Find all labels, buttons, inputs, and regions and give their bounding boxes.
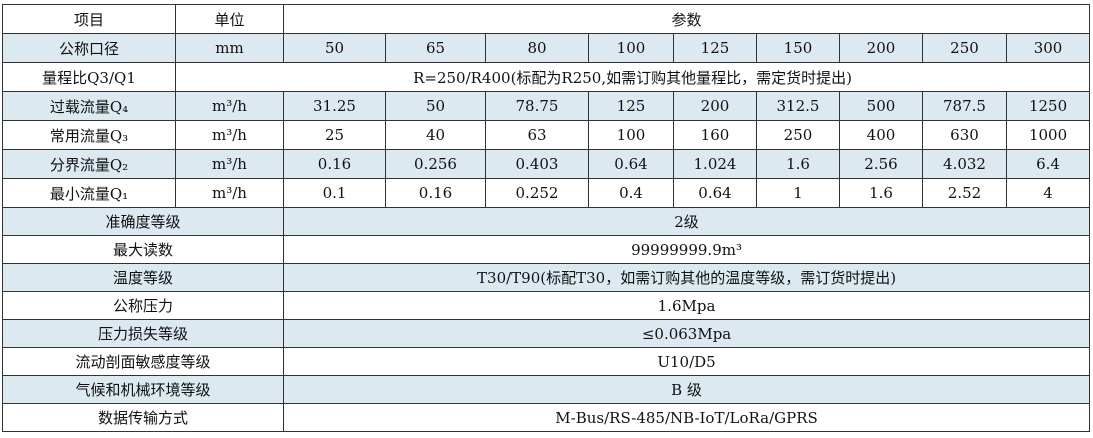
table-row: 气候和机械环境等级 B 级 [2,375,1091,404]
cell: 312.5 [756,91,840,121]
cell: m³/h [175,178,284,208]
row-label: 温度等级 [2,263,284,292]
cell: U10/D5 [282,347,1091,376]
cell: 50 [283,33,386,63]
table-row: 数据传输方式 M-Bus/RS-485/NB-IoT/LoRa/GPRS [2,403,1091,432]
row-label: 常用流量Q₃ [2,120,176,150]
cell: 400 [839,120,923,150]
cell: 65 [385,33,486,63]
cell: 1 [756,178,840,208]
cell: 40 [385,120,486,150]
cell: 100 [588,33,674,63]
header-cell: 项目 [2,4,176,34]
cell: ≤0.063Mpa [282,319,1091,348]
row-label: 压力损失等级 [2,319,284,348]
cell: 2.52 [922,178,1007,208]
cell: 0.64 [588,149,674,179]
table-row: 准确度等级 2级 [2,207,1091,236]
cell: m³/h [175,91,284,121]
table-row: 压力损失等级 ≤0.063Mpa [2,319,1091,348]
cell: 160 [673,120,757,150]
cell: 1.6 [839,178,923,208]
cell: 31.25 [283,91,386,121]
spec-table: 项目 单位 参数 公称口径 mm 50 65 80 100 125 150 200 250 300 量程比Q… [2,4,1091,432]
table-row: 常用流量Q₃ m³/h 25 40 63 100 160 250 400 630 1000 [2,120,1091,150]
table-row: 公称口径 mm 50 65 80 100 125 150 200 250 300 [2,33,1091,63]
table-row: 流动剖面敏感度等级 U10/D5 [2,347,1091,376]
cell: 25 [283,120,386,150]
cell: m³/h [175,120,284,150]
cell: 0.16 [283,149,386,179]
cell: 500 [839,91,923,121]
cell: 250 [922,33,1007,63]
cell: 0.4 [588,178,674,208]
cell: 100 [588,120,674,150]
row-label: 量程比Q3/Q1 [2,62,176,92]
cell: 630 [922,120,1007,150]
row-label: 最大读数 [2,235,284,264]
cell: 300 [1005,33,1091,63]
cell: 4 [1005,178,1091,208]
table-row: 量程比Q3/Q1 R=250/R400(标配为R250,如需订购其他量程比，需定货… [2,62,1091,92]
cell: 1000 [1005,120,1091,150]
row-label: 数据传输方式 [2,403,284,432]
cell: T30/T90(标配T30，如需订购其他的温度等级，需订货时提出) [282,263,1091,292]
header-cell: 参数 [282,4,1091,34]
cell: 200 [839,33,923,63]
cell: mm [175,33,284,63]
cell: 250 [756,120,840,150]
row-label: 过载流量Q₄ [2,91,176,121]
row-label: 分界流量Q₂ [2,149,176,179]
table-row: 公称压力 1.6Mpa [2,291,1091,320]
cell: 0.16 [385,178,486,208]
cell: 80 [485,33,589,63]
header-cell: 单位 [175,4,284,34]
row-label: 公称口径 [2,33,176,63]
row-label: 最小流量Q₁ [2,178,176,208]
table-row: 温度等级 T30/T90(标配T30，如需订购其他的温度等级，需订货时提出) [2,263,1091,292]
cell: 63 [485,120,589,150]
cell: 200 [673,91,757,121]
cell: 50 [385,91,486,121]
row-label: 气候和机械环境等级 [2,375,284,404]
cell: 125 [673,33,757,63]
cell: 0.403 [485,149,589,179]
cell: 0.252 [485,178,589,208]
cell: 0.1 [283,178,386,208]
cell: R=250/R400(标配为R250,如需订购其他量程比，需定货时提出) [174,62,1091,92]
cell: 1250 [1005,91,1091,121]
cell: 1.6Mpa [282,291,1091,320]
cell: 1.024 [673,149,757,179]
cell: 0.64 [673,178,757,208]
cell: 99999999.9m³ [282,235,1091,264]
cell: 787.5 [922,91,1007,121]
cell: 125 [588,91,674,121]
cell: 6.4 [1005,149,1091,179]
table-row: 分界流量Q₂ m³/h 0.16 0.256 0.403 0.64 1.024 1.6 2.56… [2,149,1091,179]
cell: 4.032 [922,149,1007,179]
cell: 1.6 [756,149,840,179]
cell: 2级 [282,207,1091,236]
cell: 2.56 [839,149,923,179]
cell: M-Bus/RS-485/NB-IoT/LoRa/GPRS [282,403,1091,432]
cell: 0.256 [385,149,486,179]
cell: B 级 [282,375,1091,404]
table-row: 最大读数 99999999.9m³ [2,235,1091,264]
cell: 78.75 [485,91,589,121]
row-label: 公称压力 [2,291,284,320]
cell: m³/h [175,149,284,179]
table-row: 最小流量Q₁ m³/h 0.1 0.16 0.252 0.4 0.64 1 1.6 2.52 4 [2,178,1091,208]
table-row: 过载流量Q₄ m³/h 31.25 50 78.75 125 200 312.5 500 787.… [2,91,1091,121]
row-label: 准确度等级 [2,207,284,236]
row-label: 流动剖面敏感度等级 [2,347,284,376]
cell: 150 [756,33,840,63]
table-body: 项目 单位 参数 公称口径 mm 50 65 80 100 125 150 200 250 300 量程比Q… [2,4,1091,432]
table-row: 项目 单位 参数 [2,4,1091,34]
